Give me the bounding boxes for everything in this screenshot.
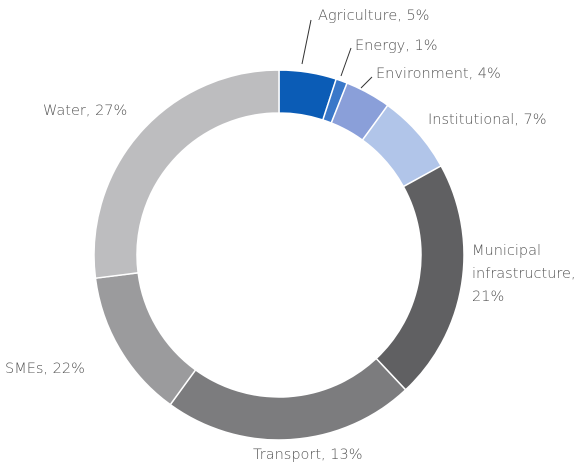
donut-segment xyxy=(93,69,280,280)
leader-line xyxy=(301,19,312,65)
leader-line xyxy=(340,47,352,77)
slice-label: Environment, 4% xyxy=(376,66,501,82)
slice-label: Water, 27% xyxy=(43,103,128,119)
slice-label: Institutional, 7% xyxy=(428,112,547,128)
donut-segment xyxy=(375,164,465,391)
donut-segment xyxy=(169,357,407,441)
slice-label: Agriculture, 5% xyxy=(318,8,430,24)
slice-label: Municipal infrastructure, 21% xyxy=(472,243,576,305)
slice-label: SMEs, 22% xyxy=(5,361,85,377)
donut-segment xyxy=(94,271,197,406)
leader-line xyxy=(360,76,373,89)
slice-label: Energy, 1% xyxy=(355,38,438,54)
slice-label: Transport, 13% xyxy=(253,447,363,463)
